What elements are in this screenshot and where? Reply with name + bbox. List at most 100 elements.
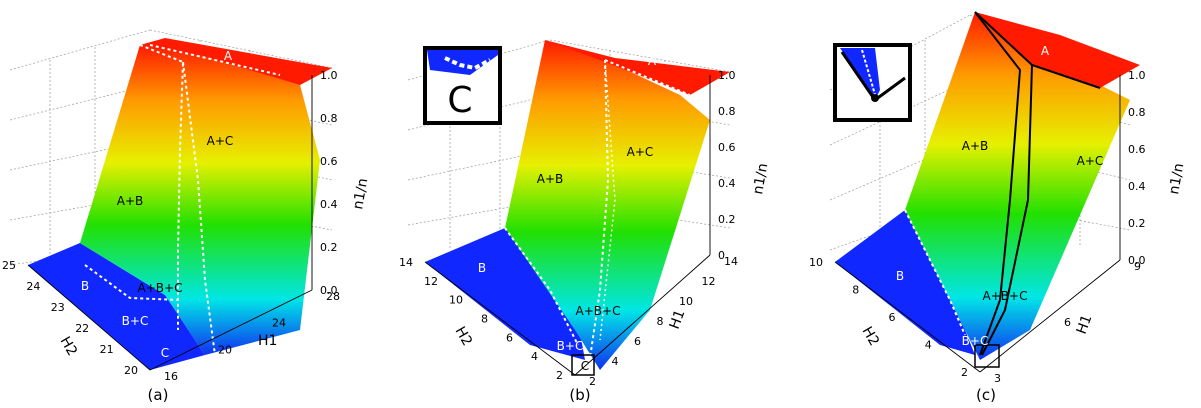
z-tick-label: 0.8 [718,105,736,118]
x-tick-label: 8 [852,284,859,297]
x-tick-label: 6 [506,331,513,344]
z-axis-title-a: n1/n [350,177,371,211]
inset-label: C [447,80,472,121]
axes-frame-b [424,75,711,376]
region-label: B [896,269,904,283]
region-labels-a: A A+B A+C B A+B+C B+C C [81,49,233,360]
region-label: B+C [962,334,989,348]
phase-boundary-c-top [974,11,1101,89]
y-tick-label: 6 [634,335,641,348]
y-tick-label: 6 [1064,316,1071,329]
z-tick-label: 0.8 [320,112,338,125]
z-tick-label: 0.2 [1128,217,1146,230]
y-tick-label: 14 [724,255,738,268]
z-tick-label: 1.0 [1128,69,1146,82]
x-tick-label: 8 [481,313,488,326]
inset-zoom [833,43,912,122]
z-tick-label: 1.0 [320,69,338,82]
y-tick-label: 4 [612,355,619,368]
region-label: B [478,261,486,275]
y-tick-label: 2 [589,375,596,388]
z-axis-title-c: n1/n [1166,162,1187,196]
x-tick-label: 24 [26,280,40,293]
region-label: B [81,279,89,293]
region-label: A+C [1077,154,1104,168]
region-label: A+C [207,134,234,148]
x-tick-label: 10 [449,294,463,307]
surface-plot-c: 2 4 6 8 10 3 6 90.0 0.2 0.4 0.6 0.8 1.0 H2 H1 n1/n A… [809,11,1187,404]
region-labels-c: A A+B A+C B A+B+C B+C [896,44,1103,348]
y-tick-label: 16 [164,370,178,383]
region-label: A+B [537,172,564,186]
region-label: B+C [122,314,149,328]
phase-boundary-c-left [974,11,1022,356]
phase-boundary-b-left [589,59,610,359]
y-tick-label: 10 [679,295,693,308]
y-tick-label: 20 [218,343,232,356]
region-label: A [224,49,233,63]
x-axis-title-b: H2 [452,324,476,349]
y-tick-label: 24 [272,317,286,330]
x-tick-label: 21 [100,343,114,356]
region-label: C [161,346,169,360]
z-tick-label: 0.4 [320,198,338,211]
surface-front-face [505,40,710,370]
x-tick-label: 23 [51,301,65,314]
x-tick-label: 2 [961,366,968,379]
panel-caption-c: (c) [976,386,996,404]
region-label: A [1041,44,1050,58]
surface-top-plateau-a [545,40,730,95]
z-tick-label: 0.6 [320,155,338,168]
region-label: B+C [557,339,584,353]
surface-plot-a: 20 21 22 23 24 25 16 20 24 280.0 0.2 0.4 0.6 0.8 1.0 H… [2,29,371,404]
y-axis-title-c: H1 [1074,313,1096,337]
region-label: A+B+C [576,304,621,318]
floor-region-b [835,210,975,355]
x-tick-label: 22 [75,322,89,335]
z-tick-label: 0.6 [1128,143,1146,156]
axes-frame-a [27,75,313,371]
panel-a: 20 21 22 23 24 25 16 20 24 28 0.0 0.2 0.4 0.6 0.8 1.0 H… [0,0,400,408]
panel-b: C 2 4 6 8 10 12 14 2 4 6 8 10 12 14 0 0.2 0.4 0.6 0.8 1.0 H… [400,0,800,408]
panel-c: 2 4 6 8 10 3 6 9 0.0 0.2 0.4 0.6 0.8 1.0 H2 H1 n1/n A… [800,0,1200,408]
x-axis-title-a: H2 [57,334,81,359]
region-label: A+B [962,139,989,153]
surface-top-plateau-a [975,12,1140,88]
region-labels-b: A A+B A+C B A+B+C B+C C [478,54,657,373]
x-tick-label: 12 [424,275,438,288]
z-tick-label: 0.2 [320,241,338,254]
phase-boundary-a-top [149,44,281,76]
y-tick-label: 8 [657,315,664,328]
surface-front-face [905,12,1130,360]
x-tick-label: 25 [2,259,16,272]
y-tick-label: 9 [1134,260,1141,273]
axes-frame-c [834,75,1121,373]
z-tick-label: 0.2 [718,213,736,226]
x-tick-label: 2 [556,369,563,382]
z-tick-label: 0.0 [1128,254,1146,267]
z-tick-label: 0.8 [1128,106,1146,119]
x-tick-label: 20 [124,364,138,377]
phase-boundary-a-left [139,44,185,330]
phase-boundary-c-right [981,64,1033,356]
y-axis-title-b: H1 [667,308,689,332]
panel-caption-b: (b) [569,386,590,404]
z-tick-label: 0 [718,249,725,262]
z-tick-label: 0.4 [718,177,736,190]
panel-caption-a: (a) [148,386,169,404]
phase-boundary-b-right [599,59,616,341]
x-tick-label: 10 [809,256,823,269]
y-tick-label: 3 [994,372,1001,385]
tick-labels-c: 2 4 6 8 10 3 6 90.0 0.2 0.4 0.6 0.8 1.0 [809,69,1146,385]
region-label: A [648,54,657,68]
x-tick-label: 4 [925,339,932,352]
floor-region-b [28,243,205,370]
z-axis-title-b: n1/n [750,162,771,196]
phase-boundary-c-floor [904,209,966,336]
inset-zoom: C [423,46,502,125]
x-tick-label: 14 [400,256,413,269]
region-label: C [581,359,589,373]
surface-top-plateau-a [140,38,332,85]
